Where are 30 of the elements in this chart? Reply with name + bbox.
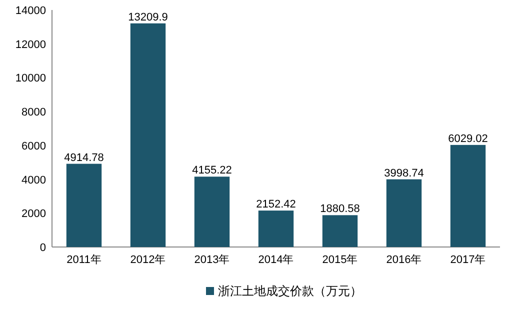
x-tick-label: 2012年 [130, 254, 166, 266]
bar [66, 164, 102, 247]
x-tick-label: 2013年 [194, 254, 230, 266]
bar [450, 144, 486, 247]
y-tick-label: 14000 [15, 5, 46, 17]
y-tick-label: 2000 [22, 208, 46, 220]
x-tick-label: 2016年 [386, 254, 422, 266]
data-label: 4914.78 [64, 152, 104, 164]
y-tick-label: 0 [40, 242, 46, 254]
data-label: 2152.42 [256, 198, 296, 211]
bar [386, 179, 422, 247]
data-label: 4155.22 [192, 164, 232, 177]
data-label: 1880.58 [320, 203, 360, 216]
data-label: 3998.74 [384, 167, 424, 180]
x-tick-label: 2015年 [322, 254, 358, 266]
y-tick-label: 8000 [22, 106, 46, 119]
bar [130, 23, 166, 247]
x-tick-label: 2014年 [258, 254, 294, 266]
y-tick-label: 10000 [15, 72, 46, 85]
y-tick-label: 4000 [22, 174, 46, 186]
bar [322, 215, 358, 247]
x-tick-label: 2017年 [450, 254, 486, 266]
x-tick-label: 2011年 [66, 254, 102, 266]
bar [194, 176, 230, 247]
y-tick-label: 12000 [15, 38, 46, 51]
data-label: 13209.9 [128, 11, 168, 24]
y-tick-label: 6000 [22, 140, 46, 152]
bar [258, 210, 294, 247]
data-label: 6029.02 [448, 132, 488, 145]
legend-label: 浙江土地成交价款（万元） [218, 284, 362, 298]
